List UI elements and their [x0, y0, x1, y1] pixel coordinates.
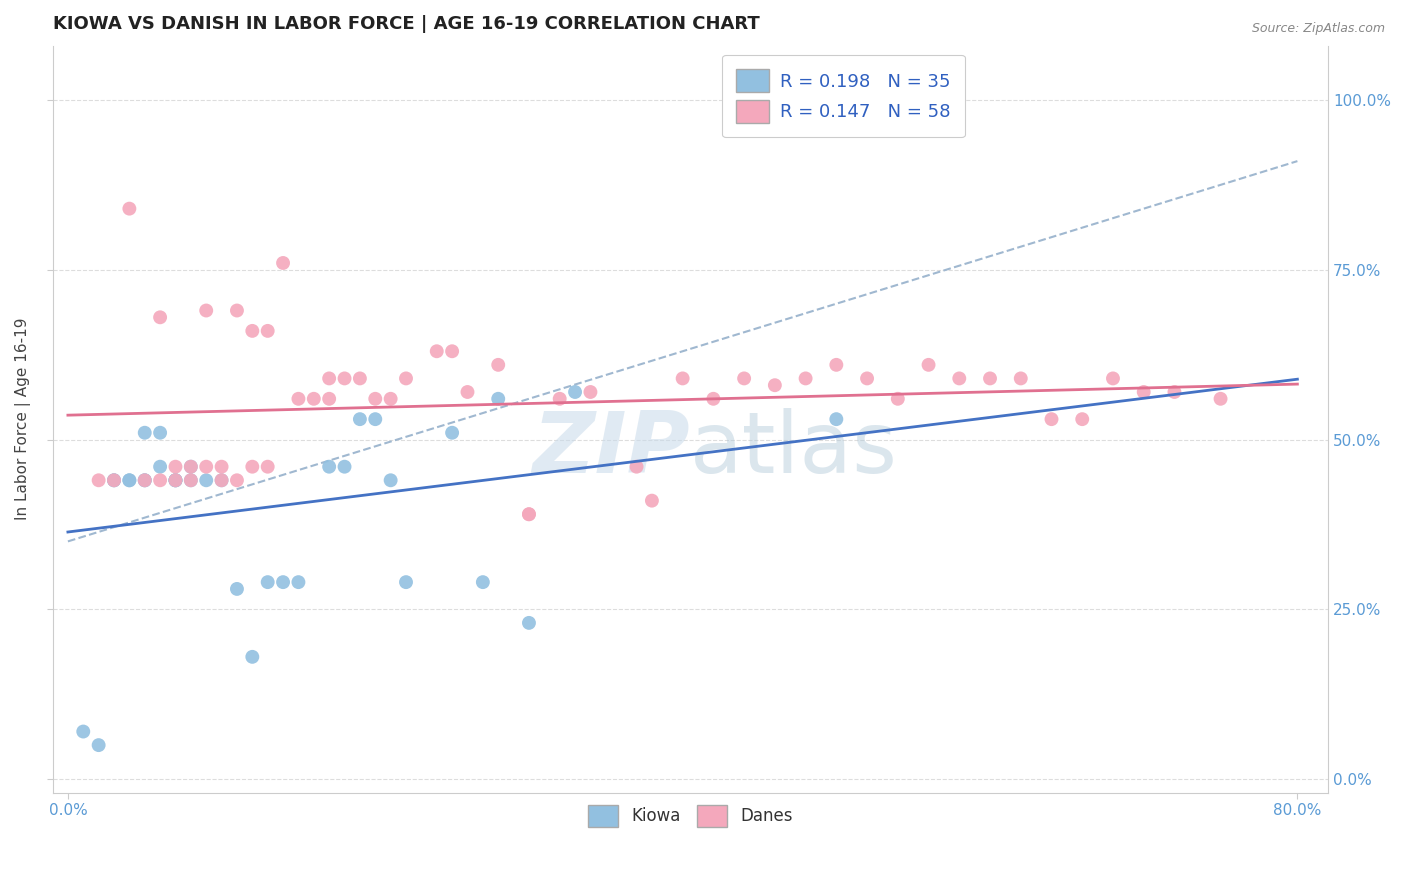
- Point: [733, 371, 755, 385]
- Point: [226, 582, 249, 596]
- Point: [333, 371, 356, 385]
- Point: [349, 371, 371, 385]
- Point: [180, 473, 202, 487]
- Point: [287, 575, 309, 590]
- Point: [302, 392, 325, 406]
- Point: [441, 425, 464, 440]
- Legend: Kiowa, Danes: Kiowa, Danes: [578, 795, 803, 837]
- Point: [825, 358, 848, 372]
- Point: [456, 384, 478, 399]
- Text: atlas: atlas: [690, 408, 898, 491]
- Text: Source: ZipAtlas.com: Source: ZipAtlas.com: [1251, 22, 1385, 36]
- Point: [134, 473, 156, 487]
- Point: [763, 378, 786, 392]
- Point: [211, 473, 233, 487]
- Point: [240, 649, 263, 664]
- Point: [103, 473, 125, 487]
- Point: [195, 303, 218, 318]
- Point: [641, 493, 664, 508]
- Point: [87, 473, 110, 487]
- Point: [564, 384, 586, 399]
- Point: [180, 473, 202, 487]
- Point: [149, 310, 172, 325]
- Point: [195, 473, 218, 487]
- Point: [149, 459, 172, 474]
- Point: [948, 371, 970, 385]
- Point: [240, 459, 263, 474]
- Point: [149, 425, 172, 440]
- Point: [240, 324, 263, 338]
- Point: [579, 384, 602, 399]
- Point: [165, 473, 187, 487]
- Point: [180, 459, 202, 474]
- Point: [103, 473, 125, 487]
- Point: [395, 575, 418, 590]
- Point: [517, 615, 540, 630]
- Point: [256, 575, 278, 590]
- Point: [979, 371, 1001, 385]
- Point: [441, 344, 464, 359]
- Point: [626, 459, 648, 474]
- Point: [486, 392, 509, 406]
- Point: [118, 473, 141, 487]
- Point: [702, 392, 724, 406]
- Point: [211, 459, 233, 474]
- Point: [256, 459, 278, 474]
- Point: [118, 473, 141, 487]
- Point: [548, 392, 571, 406]
- Point: [517, 507, 540, 521]
- Point: [1163, 384, 1185, 399]
- Point: [318, 392, 340, 406]
- Point: [271, 575, 294, 590]
- Point: [226, 473, 249, 487]
- Point: [887, 392, 910, 406]
- Point: [256, 324, 278, 338]
- Point: [165, 473, 187, 487]
- Point: [364, 412, 387, 426]
- Point: [1102, 371, 1125, 385]
- Text: KIOWA VS DANISH IN LABOR FORCE | AGE 16-19 CORRELATION CHART: KIOWA VS DANISH IN LABOR FORCE | AGE 16-…: [52, 15, 759, 33]
- Point: [364, 392, 387, 406]
- Point: [426, 344, 449, 359]
- Point: [226, 303, 249, 318]
- Point: [211, 473, 233, 487]
- Point: [1010, 371, 1032, 385]
- Point: [1071, 412, 1094, 426]
- Point: [349, 412, 371, 426]
- Point: [134, 473, 156, 487]
- Point: [825, 412, 848, 426]
- Point: [333, 459, 356, 474]
- Point: [395, 371, 418, 385]
- Point: [856, 371, 879, 385]
- Point: [134, 425, 156, 440]
- Y-axis label: In Labor Force | Age 16-19: In Labor Force | Age 16-19: [15, 318, 31, 520]
- Point: [794, 371, 817, 385]
- Point: [149, 473, 172, 487]
- Point: [180, 459, 202, 474]
- Point: [917, 358, 939, 372]
- Point: [380, 473, 402, 487]
- Point: [1040, 412, 1063, 426]
- Point: [318, 459, 340, 474]
- Point: [165, 473, 187, 487]
- Point: [134, 473, 156, 487]
- Point: [672, 371, 695, 385]
- Point: [1209, 392, 1232, 406]
- Point: [72, 724, 94, 739]
- Point: [287, 392, 309, 406]
- Point: [165, 473, 187, 487]
- Point: [380, 392, 402, 406]
- Point: [318, 371, 340, 385]
- Point: [271, 256, 294, 270]
- Point: [471, 575, 494, 590]
- Point: [486, 358, 509, 372]
- Point: [165, 459, 187, 474]
- Point: [517, 507, 540, 521]
- Point: [195, 459, 218, 474]
- Point: [1132, 384, 1154, 399]
- Text: ZIP: ZIP: [533, 408, 690, 491]
- Point: [118, 202, 141, 216]
- Point: [103, 473, 125, 487]
- Point: [87, 738, 110, 752]
